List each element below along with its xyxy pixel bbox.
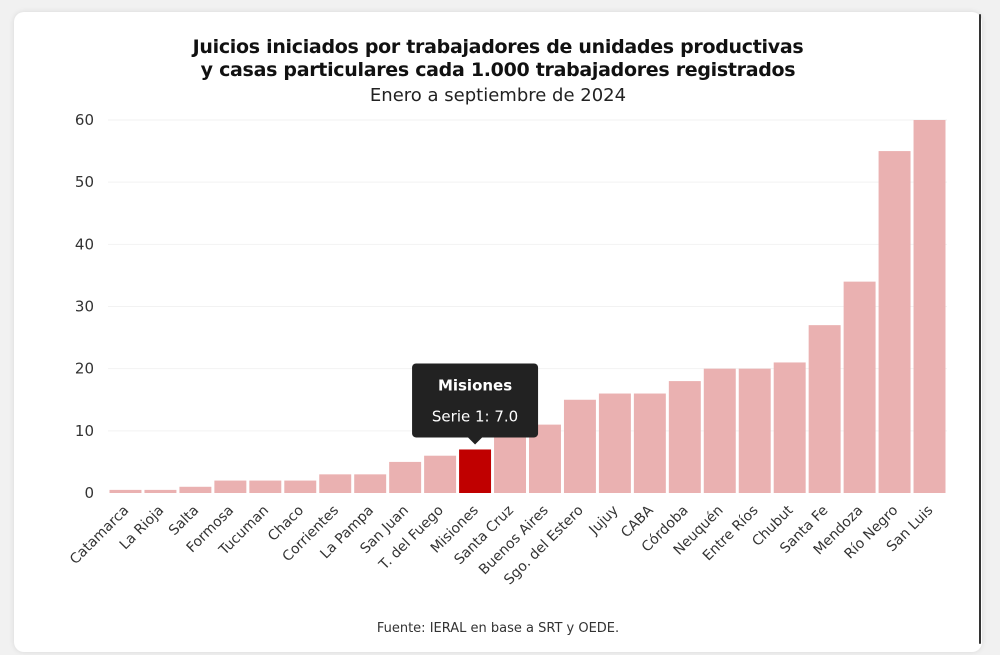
x-tick-label: Jujuy [586, 503, 622, 539]
bar-san-juan[interactable] [389, 461, 422, 493]
y-tick-label: 50 [75, 173, 94, 191]
bar-chaco[interactable] [284, 480, 317, 493]
bar-san-luis[interactable] [913, 120, 946, 493]
bar-córdoba[interactable] [668, 381, 701, 493]
bar-santa-fe[interactable] [808, 325, 841, 493]
bars [109, 120, 946, 494]
bar-santa-cruz[interactable] [494, 437, 526, 493]
bar-corrientes[interactable] [319, 474, 352, 493]
bar-chubut[interactable] [773, 362, 806, 493]
tooltip-background [412, 363, 539, 438]
bar-neuquén[interactable] [703, 368, 736, 493]
bar-tucuman[interactable] [249, 480, 282, 493]
chart-title-line-2: y casas particulares cada 1.000 trabajad… [200, 59, 796, 81]
bar-río-negro[interactable] [878, 151, 911, 494]
bar-sgo-del-estero[interactable] [563, 399, 596, 493]
bar-salta[interactable] [179, 486, 212, 493]
bar-entre-ríos[interactable] [738, 368, 771, 493]
y-tick-label: 10 [75, 422, 94, 440]
tooltip: Misiones Serie 1: 7.0 [412, 363, 539, 445]
bar-formosa[interactable] [214, 480, 247, 493]
bar-catamarca[interactable] [109, 489, 142, 493]
chart-subtitle: Enero a septiembre de 2024 [369, 85, 627, 106]
tooltip-title: Misiones [438, 376, 512, 394]
tooltip-value: Serie 1: 7.0 [432, 407, 518, 425]
y-tick-label: 30 [75, 298, 94, 316]
y-axis: 0 10 20 30 40 50 60 [75, 111, 94, 502]
bar-t-del-fuego[interactable] [424, 455, 457, 493]
bar-la-rioja[interactable] [144, 489, 177, 493]
window-edge-divider [979, 14, 981, 644]
y-tick-label: 40 [75, 235, 94, 253]
bar-mendoza[interactable] [843, 281, 876, 493]
bar-jujuy[interactable] [598, 393, 631, 493]
chart-card: Juicios iniciados por trabajadores de un… [14, 12, 982, 652]
chart-source: Fuente: IERAL en base a SRT y OEDE. [376, 621, 620, 636]
bar-misiones[interactable] [459, 449, 492, 493]
chart-title: Juicios iniciados por trabajadores de un… [14, 36, 982, 82]
y-tick-label: 60 [75, 111, 94, 129]
y-tick-label: 0 [84, 484, 94, 502]
bar-caba[interactable] [633, 393, 666, 493]
tooltip-arrow [468, 437, 483, 445]
chart-title-line-1: Juicios iniciados por trabajadores de un… [192, 36, 804, 58]
bar-la-pampa[interactable] [354, 474, 387, 493]
y-tick-label: 20 [75, 360, 94, 378]
